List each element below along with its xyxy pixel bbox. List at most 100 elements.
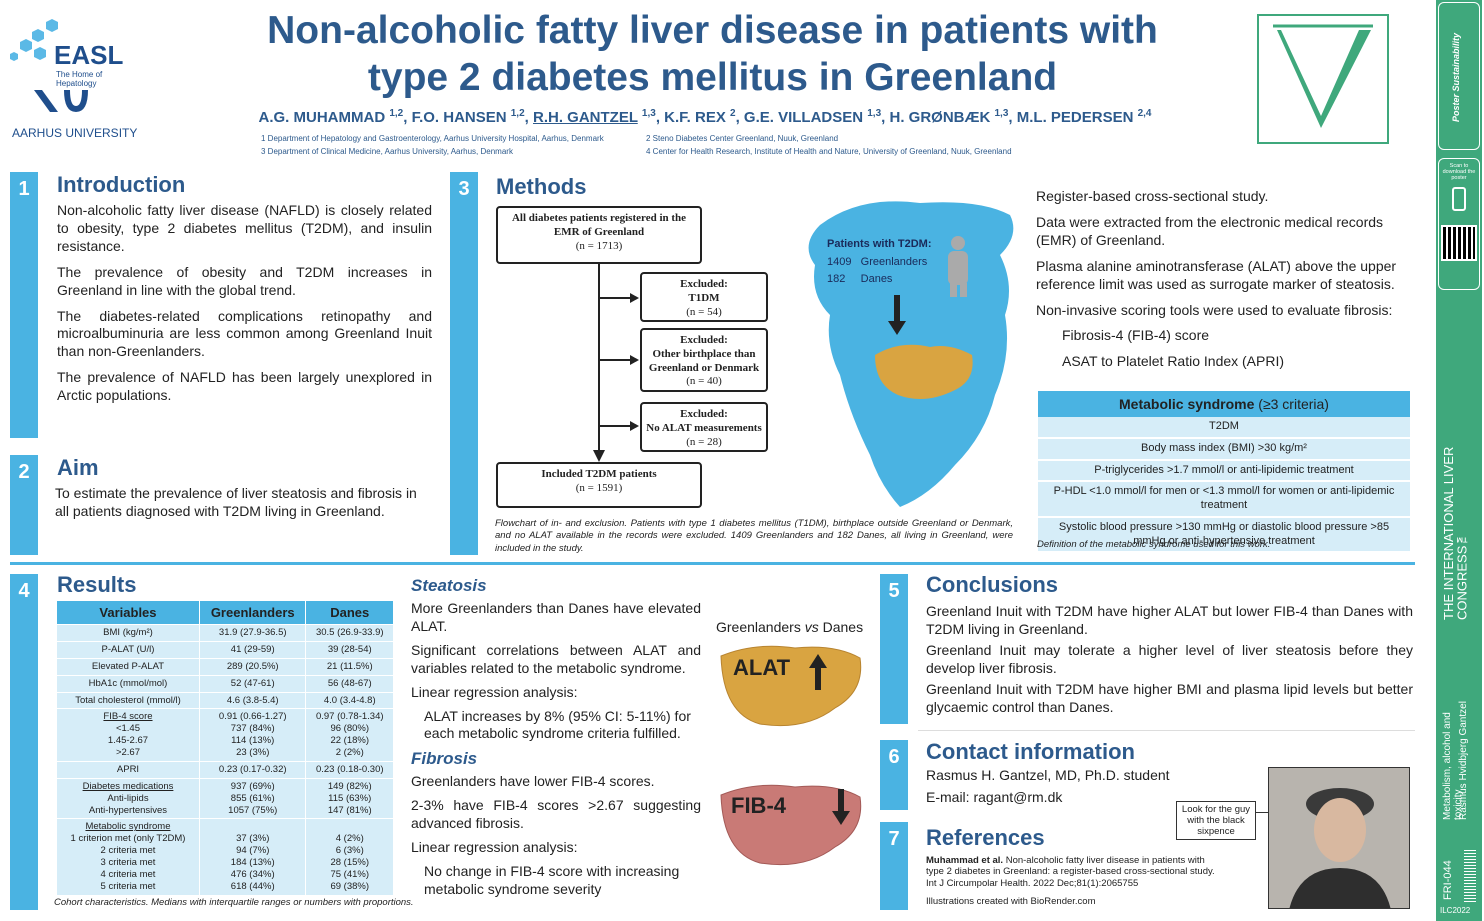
table-cell: APRI [56, 760, 200, 779]
steatosis-body: More Greenlanders than Danes have elevat… [411, 600, 701, 751]
aarhus-text: AARHUS UNIVERSITY [12, 126, 138, 140]
table-row: APRI 0.23 (0.17-0.32) 0.23 (0.18-0.30) [56, 760, 394, 779]
easl-logo: EASL The Home of Hepatology [10, 12, 140, 88]
ms-row: P-triglycerides >1.7 mmol/l or anti-lipi… [1038, 459, 1410, 483]
greenland-map [808, 201, 1014, 507]
fibrosis-paragraph: 2-3% have FIB-4 scores >2.67 suggesting … [411, 796, 701, 831]
poster-title: Non-alcoholic fatty liver disease in pat… [180, 8, 1245, 102]
note-pointer [1256, 812, 1268, 813]
flow-box-title: Included T2DM patients [541, 468, 657, 480]
flow-box-title: Excluded: [680, 334, 728, 346]
table-header: Danes [305, 600, 394, 625]
title-line-1: Non-alcoholic fatty liver disease in pat… [267, 9, 1158, 52]
contact-heading: Contact information [926, 739, 1135, 764]
table-row: FIB-4 score <1.45 1.45-2.67 >2.67 0.91 (0… [56, 708, 394, 762]
contact-name: Rasmus H. Gantzel, MD, Ph.D. student [926, 767, 1170, 783]
intro-paragraph: The prevalence of NAFLD has been largely… [57, 369, 432, 404]
table-cell: FIB-4 score <1.45 1.45-2.67 >2.67 [56, 708, 200, 762]
aarhus-seal-icon [34, 90, 88, 112]
table-cell: 4 (2%) 6 (3%) 28 (15%) 75 (41%) 69 (38%) [305, 818, 394, 896]
methods-paragraph: Non-invasive scoring tools were used to … [1036, 301, 1393, 318]
flow-box-title: Excluded: [680, 408, 728, 420]
methods-heading: Methods [496, 174, 587, 199]
table-row: Diabetes medications Anti-lipids Anti-hy… [56, 777, 394, 820]
table-cell: 41 (29-59) [198, 640, 307, 659]
table-cell: Total cholesterol (mmol/l) [56, 691, 200, 710]
intro-heading: Introduction [57, 172, 186, 197]
table-cell: 0.23 (0.18-0.30) [305, 760, 394, 779]
flowchart-caption: Flowchart of in- and exclusion. Patients… [495, 518, 1013, 554]
v-logo-icon [1273, 24, 1373, 128]
easl-text: EASL [54, 40, 124, 70]
table-row: P-ALAT (U/l) 41 (29-59) 39 (28-54) [56, 640, 394, 659]
easl-subtext: The Home of Hepatology [56, 70, 103, 88]
conclusion-paragraph: Greenland Inuit with T2DM have higher AL… [926, 603, 1413, 637]
table-cell: 149 (82%) 115 (63%) 147 (81%) [305, 777, 394, 820]
conclusion-paragraph: Greenland Inuit may tolerate a higher le… [926, 641, 1413, 676]
table-cell: 937 (69%) 855 (61%) 1057 (75%) [198, 777, 307, 820]
fibrosis-paragraph: No change in FIB-4 score with increasing… [424, 862, 680, 897]
methods-paragraph: Plasma alanine aminotransferase (ALAT) a… [1036, 257, 1397, 292]
map-danes: 182 Danes [827, 273, 893, 285]
reference-entry: Muhammad et al. Non-alcoholic fatty live… [926, 855, 1215, 889]
steatosis-paragraph: Linear regression analysis: [411, 683, 578, 700]
flow-box-count: (n = 1591) [575, 481, 623, 494]
table-cell: Diabetes medications Anti-lipids Anti-hy… [56, 777, 200, 820]
fibrosis-body: Greenlanders have lower FIB-4 scores. 2-… [411, 773, 701, 906]
poster-sustainability-logo: Poster Sustainability [1438, 2, 1480, 150]
table-row: Elevated P-ALAT 289 (20.5%) 21 (11.5%) [56, 657, 394, 676]
section-number-7: 7 [880, 822, 908, 910]
aim-body: To estimate the prevalence of liver stea… [55, 485, 433, 529]
methods-paragraph: Register-based cross-sectional study. [1036, 188, 1269, 204]
contact-email[interactable]: E-mail: ragant@rm.dk [926, 789, 1063, 805]
table-cell: 30.5 (26.9-33.9) [305, 624, 394, 642]
flow-box-excluded-birthplace: Excluded: Other birthplace than Greenland… [640, 328, 768, 392]
intro-body: Non-alcoholic fatty liver disease (NAFLD… [57, 202, 432, 413]
comparison-label: Greenlanders vs Danes [716, 619, 864, 635]
contact-photo [1268, 767, 1410, 909]
table-cell: HbA1c (mmol/mol) [56, 674, 200, 693]
fibrosis-heading: Fibrosis [411, 749, 478, 768]
flowchart-arrows [593, 264, 639, 462]
flow-box-included: Included T2DM patients (n = 1591) [496, 462, 702, 508]
download-panel: Scan to download the poster [1438, 158, 1480, 290]
table-cell: 0.97 (0.78-1.34) 96 (80%) 22 (18%) 2 (2%… [305, 708, 394, 762]
fib4-liver-label: FIB-4 [731, 793, 786, 818]
aim-paragraph: To estimate the prevalence of liver stea… [55, 485, 417, 519]
flow-box-excluded-alat: Excluded: No ALAT measurements (n = 28) [640, 402, 768, 452]
methods-text: Register-based cross-sectional study. Da… [1036, 188, 1414, 379]
sidebar: Poster Sustainability Scan to download t… [1436, 0, 1482, 921]
table-row: HbA1c (mmol/mol) 52 (47-61) 56 (48-67) [56, 674, 394, 693]
methods-bullet: Fibrosis-4 (FIB-4) score [1062, 327, 1210, 344]
illustration-credit: Illustrations created with BioRender.com [926, 896, 1096, 907]
table-row: Total cholesterol (mmol/l) 4.6 (3.8-5.4) 4… [56, 691, 394, 710]
photo-note: Look for the guy with the black sixpence [1176, 801, 1256, 840]
results-heading: Results [57, 572, 137, 597]
congress-name: THE INTERNATIONAL LIVER CONGRESS™ [1441, 446, 1470, 620]
flow-box-count: (n = 40) [686, 375, 722, 388]
alat-liver-icon [720, 645, 862, 727]
table-cell: 37 (3%) 94 (7%) 184 (13%) 476 (34%) 618 … [198, 818, 307, 896]
scan-text: Scan to download the poster [1442, 163, 1476, 182]
section-number-4: 4 [10, 574, 38, 910]
conclusion-paragraph: Greenland Inuit with T2DM have higher BM… [926, 680, 1413, 715]
flow-box-count: (n = 54) [686, 305, 722, 318]
flow-box-all-patients: All diabetes patients registered in the … [496, 206, 702, 264]
qr-code[interactable] [1441, 225, 1477, 262]
fib4-liver-icon [720, 784, 862, 866]
poster-code: FRI-044 [1442, 860, 1454, 900]
ms-row: P-HDL <1.0 mmol/l for men or <1.3 mmol/l… [1038, 481, 1410, 518]
affiliation-4: 4 Center for Health Research, Institute … [646, 147, 1012, 156]
conclusions-heading: Conclusions [926, 572, 1059, 597]
affiliation-3: 3 Department of Clinical Medicine, Aarhu… [261, 147, 513, 156]
table-cell: 0.91 (0.66-1.27) 737 (84%) 114 (13%) 23 … [198, 708, 307, 762]
author-list: A.G. MUHAMMAD 1,2, F.O. HANSEN 1,2, R.H.… [258, 108, 1152, 126]
title-line-2: type 2 diabetes mellitus in Greenland [367, 55, 1058, 99]
table-cell: 21 (11.5%) [305, 657, 394, 676]
ms-table-header: Metabolic syndrome (≥3 criteria) [1038, 391, 1410, 417]
table-row: Metabolic syndrome 1 criterion met (only… [56, 818, 394, 896]
table-header: Greenlanders [198, 600, 307, 625]
section-number-1: 1 [10, 172, 38, 438]
table-cell: 56 (48-67) [305, 674, 394, 693]
table-header: Variables [56, 600, 200, 625]
